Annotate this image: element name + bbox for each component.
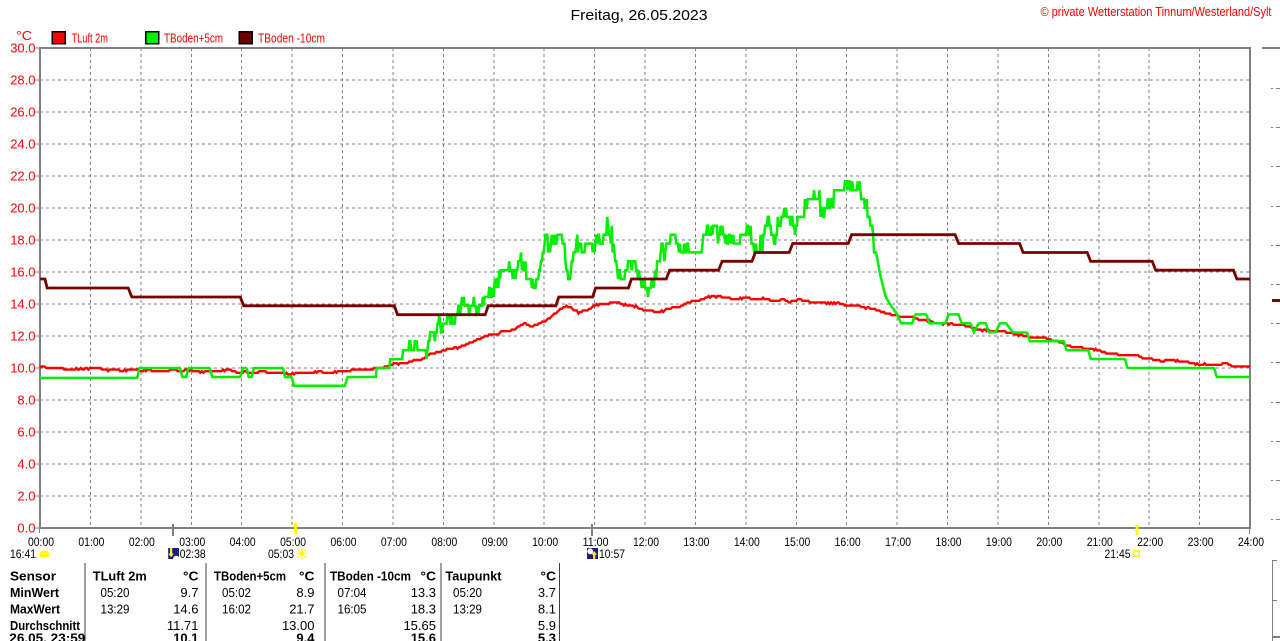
svg-text:12:00: 12:00 [633,535,659,549]
svg-text:15.6: 15.6 [411,631,436,641]
svg-text:14:00: 14:00 [734,535,760,549]
svg-text:4.0: 4.0 [17,457,35,472]
svg-text:© private Wetterstation Tinnum: © private Wetterstation Tinnum/Westerlan… [1041,5,1272,19]
svg-text:Sensor: Sensor [10,569,56,584]
svg-text:13:00: 13:00 [683,535,709,549]
svg-text:24:00: 24:00 [1238,535,1264,549]
svg-text:05:03: 05:03 [268,547,294,561]
svg-text:26.05, 23:59: 26.05, 23:59 [9,631,85,641]
svg-text:16:41: 16:41 [10,547,36,561]
svg-text:00:00: 00:00 [28,535,54,549]
svg-text:Taupunkt: Taupunkt [446,569,503,584]
svg-text:10:00: 10:00 [532,535,558,549]
svg-text:26.0: 26.0 [10,105,35,120]
svg-text:12.0: 12.0 [10,329,35,344]
svg-text:11.71: 11.71 [167,618,199,633]
svg-text:18:00: 18:00 [936,535,962,549]
svg-text:14.6: 14.6 [173,602,198,617]
svg-text:5.3: 5.3 [538,631,556,641]
svg-text:10.0: 10.0 [10,361,35,376]
svg-text:10.1: 10.1 [173,631,198,641]
svg-text:18.3: 18.3 [411,602,436,617]
svg-text:24.0: 24.0 [10,137,35,152]
svg-text:TLuft 2m: TLuft 2m [93,569,147,584]
svg-text:30.0: 30.0 [10,41,35,56]
svg-text:01:00: 01:00 [78,535,104,549]
svg-text:Durchschnitt: Durchschnitt [10,618,81,633]
svg-text:05:02: 05:02 [222,585,251,600]
svg-text:04:00: 04:00 [230,535,256,549]
svg-text:16.0: 16.0 [10,265,35,280]
svg-text:20.0: 20.0 [10,201,35,216]
svg-text:8.0: 8.0 [17,393,35,408]
svg-text:13:29: 13:29 [101,602,130,617]
svg-text:05:20: 05:20 [101,585,130,600]
svg-text:9.7: 9.7 [180,585,198,600]
svg-text:07:00: 07:00 [381,535,407,549]
svg-text:21:00: 21:00 [1087,535,1113,549]
svg-text:Freitag, 26.05.2023: Freitag, 26.05.2023 [571,7,708,24]
svg-text:08:00: 08:00 [431,535,457,549]
svg-text:18.0: 18.0 [10,233,35,248]
svg-text:°C: °C [421,569,437,584]
svg-text:TBoden -10cm: TBoden -10cm [330,569,411,584]
svg-text:14.0: 14.0 [10,297,35,312]
svg-text:16:00: 16:00 [835,535,861,549]
svg-text:16:02: 16:02 [222,602,251,617]
svg-text:TBoden -10cm: TBoden -10cm [258,31,325,46]
svg-text:19:00: 19:00 [986,535,1012,549]
svg-text:16:05: 16:05 [338,602,367,617]
svg-text:09:00: 09:00 [482,535,508,549]
svg-text:°C: °C [183,569,199,584]
svg-text:TBoden+5cm: TBoden+5cm [214,569,286,584]
svg-text:TBoden+5cm: TBoden+5cm [164,31,223,46]
svg-text:02:00: 02:00 [129,535,155,549]
svg-text:23:00: 23:00 [1188,535,1214,549]
svg-text:°C: °C [541,569,557,584]
svg-text:0.0: 0.0 [17,521,35,536]
svg-text:17:00: 17:00 [885,535,911,549]
svg-text:°C: °C [16,28,32,43]
svg-text:11:00: 11:00 [583,535,609,549]
svg-text:13:29: 13:29 [453,602,482,617]
svg-text:6.0: 6.0 [17,425,35,440]
svg-text:22:00: 22:00 [1137,535,1163,549]
svg-text:MaxWert: MaxWert [10,602,61,617]
svg-text:05:00: 05:00 [280,535,306,549]
svg-text:05:20: 05:20 [453,585,482,600]
svg-text:06:00: 06:00 [331,535,357,549]
svg-text:28.0: 28.0 [10,73,35,88]
svg-text:8.9: 8.9 [296,585,314,600]
svg-text:21.7: 21.7 [289,602,314,617]
svg-text:TLuft 2m: TLuft 2m [72,31,109,46]
svg-text:10:57: 10:57 [599,547,625,561]
svg-text:MinWert: MinWert [10,585,60,600]
svg-text:20:00: 20:00 [1036,535,1062,549]
svg-text:07:04: 07:04 [338,585,367,600]
svg-text:21:45: 21:45 [1105,547,1131,561]
svg-text:02:38: 02:38 [180,547,206,561]
svg-text:3.7: 3.7 [538,585,556,600]
svg-text:2.0: 2.0 [17,489,35,504]
svg-text:8.1: 8.1 [538,602,556,617]
svg-text:22.0: 22.0 [10,169,35,184]
svg-text:9.4: 9.4 [296,631,315,641]
svg-text:15:00: 15:00 [784,535,810,549]
svg-text:15.65: 15.65 [403,618,436,633]
svg-text:13.00: 13.00 [282,618,315,633]
svg-text:5.9: 5.9 [538,618,556,633]
svg-text:13.3: 13.3 [411,585,436,600]
svg-text:03:00: 03:00 [179,535,205,549]
svg-text:°C: °C [299,569,315,584]
